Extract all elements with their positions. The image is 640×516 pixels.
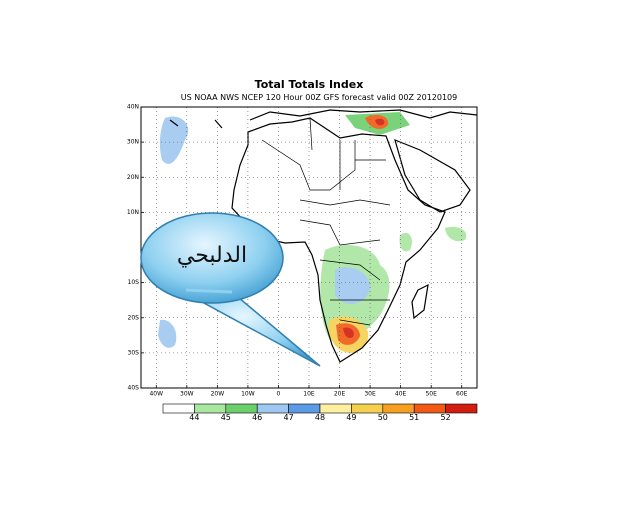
x-tick-label: 60E: [456, 391, 468, 398]
y-tick-label: 40S: [128, 385, 140, 392]
x-tick-label: 40E: [395, 391, 407, 398]
x-tick-label: 20E: [334, 391, 346, 398]
colorbar-swatch: [382, 403, 415, 414]
x-tick-label: 50E: [425, 391, 437, 398]
colorbar-swatch: [256, 403, 289, 414]
y-tick-label: 20N: [127, 174, 139, 181]
colorbar-label: 51: [409, 413, 419, 422]
x-tick-label: 10W: [241, 391, 255, 398]
callout-text: الدلبحي: [177, 243, 247, 268]
callout-bubble: [140, 212, 284, 304]
colorbar-label: 46: [252, 413, 262, 422]
x-tick-label: 30W: [180, 391, 194, 398]
chart-subtitle: US NOAA NWS NCEP 120 Hour 00Z GFS foreca…: [181, 93, 457, 102]
colorbar-label: 44: [189, 413, 199, 422]
colorbar-label: 52: [441, 413, 451, 422]
y-tick-label: 30N: [127, 139, 139, 146]
colorbar-swatch: [351, 403, 384, 414]
x-tick-label: 30E: [364, 391, 376, 398]
callout-join: [185, 288, 233, 294]
x-tick-label: 0: [277, 391, 281, 398]
colorbar-label: 47: [284, 413, 294, 422]
colorbar-label: 49: [346, 413, 356, 422]
colorbar-swatch: [194, 403, 227, 414]
colorbar-swatch: [162, 403, 195, 414]
colorbar-label: 50: [378, 413, 388, 422]
y-tick-label: 30S: [128, 349, 140, 356]
x-tick-label: 40W: [149, 391, 163, 398]
callout: الدلبحي: [140, 212, 321, 367]
y-tick-label: 40N: [127, 104, 139, 111]
y-tick-label: 20S: [128, 314, 140, 321]
colorbar-label: 48: [315, 413, 325, 422]
colorbar-swatch: [413, 403, 446, 414]
x-tick-label: 20W: [211, 391, 225, 398]
field-shading: [158, 112, 467, 353]
x-tick-label: 10E: [303, 391, 315, 398]
chart-title: Total Totals Index: [255, 78, 364, 91]
colorbar-label: 45: [221, 413, 231, 422]
colorbar-swatch: [288, 403, 321, 414]
colorbar-swatch: [445, 403, 478, 414]
y-tick-label: 10S: [128, 279, 140, 286]
y-tick-label: 10N: [127, 209, 139, 216]
colorbar-swatch: [319, 403, 352, 414]
colorbar-swatch: [225, 403, 258, 414]
